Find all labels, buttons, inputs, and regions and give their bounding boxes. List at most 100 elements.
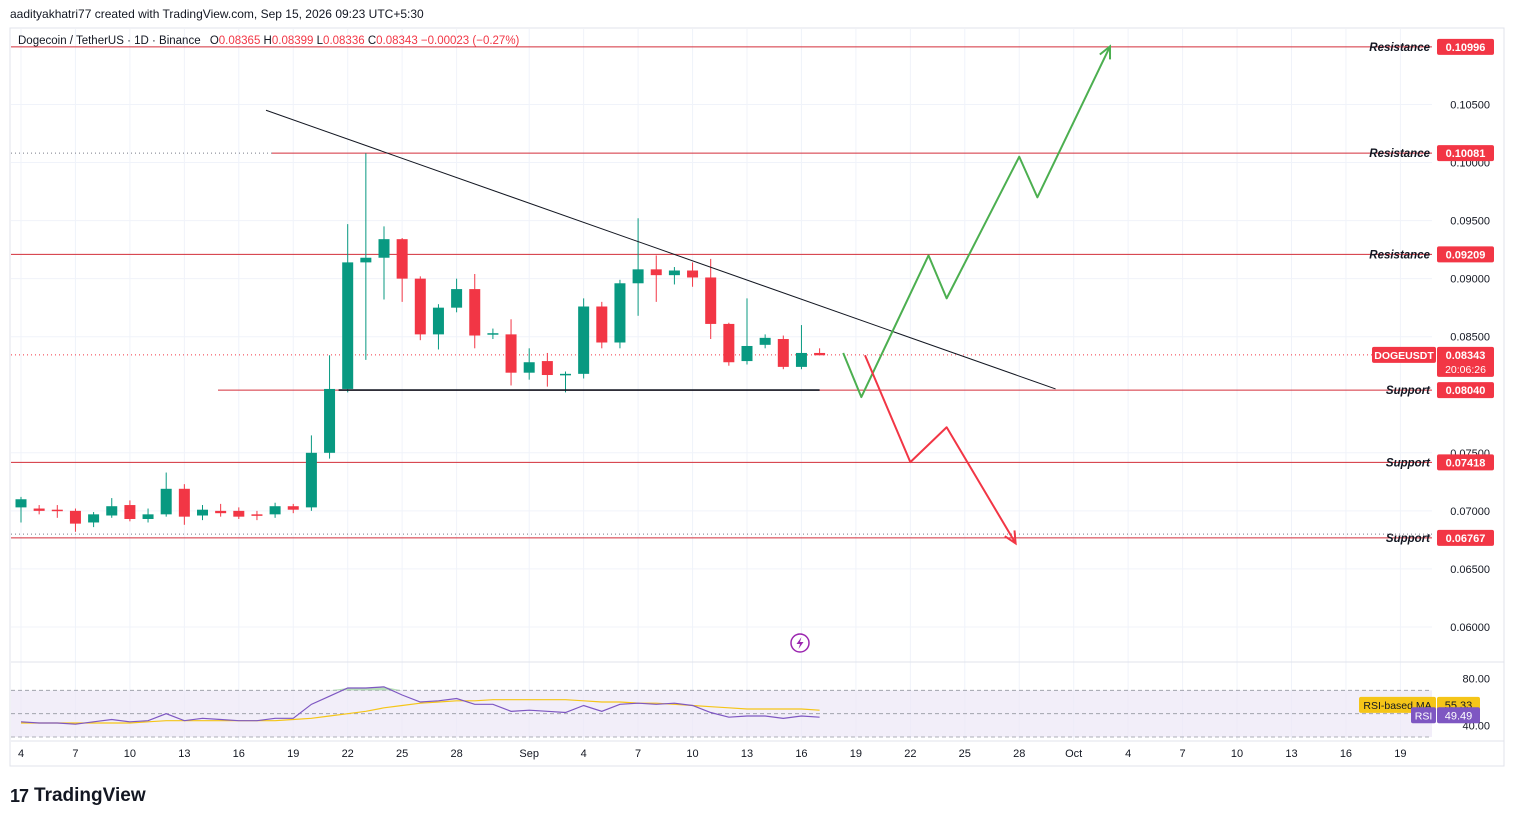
countdown-text: 20:06:26 [1445,364,1486,376]
time-tick-label: 25 [396,748,408,760]
candle-body [342,262,354,389]
level-price-text: 0.08040 [1446,385,1486,397]
time-tick-label: 4 [1125,748,1131,760]
level-price-badge [1437,145,1494,162]
bullish-arrowhead [1099,44,1112,60]
open-value: 0.08365 [218,35,261,47]
level-type-label: Support [1386,457,1431,469]
candle-body [178,488,190,517]
chart-frame [9,27,1505,767]
candle-body [69,510,81,524]
candle-body [106,506,118,516]
candle-body [687,270,699,278]
candle-body [197,509,208,516]
candle-body [88,514,100,523]
time-tick-label: 25 [959,748,971,760]
price-tick-label: 0.06000 [1450,622,1490,634]
candle-body [124,505,136,519]
time-tick-label: Oct [1065,748,1082,760]
time-tick-label: 10 [124,748,136,760]
level-type-label: Resistance [1369,249,1430,261]
time-tick-label: Sep [519,748,539,760]
bearish-arrowhead [1004,530,1017,546]
time-tick-label: 19 [287,748,299,760]
level-price-text: 0.06767 [1446,533,1486,545]
candle-body [269,506,281,515]
symbol-badge [1372,346,1436,363]
close-label: C [367,35,377,47]
current-price-text: 0.08343 [1446,350,1486,362]
lightning-icon[interactable] [790,633,810,653]
candle-body [324,388,336,453]
level-price-badge [1437,246,1494,263]
candle-body [469,289,481,336]
time-tick-label: 7 [1180,748,1186,760]
candle-body [723,323,735,363]
candle-body [668,270,680,276]
candle-body [705,277,717,324]
level-price-text: 0.07418 [1446,457,1486,469]
candle-body [33,508,45,511]
candle-body [414,278,426,335]
level-price-badge [1437,454,1494,471]
tradingview-logo-icon: 17 [10,785,29,806]
price-tick-label: 0.08500 [1450,332,1490,344]
time-tick-label: 28 [1013,748,1025,760]
level-price-badge [1437,38,1494,55]
time-tick-label: 13 [178,748,190,760]
rsi-badge [1411,707,1436,724]
candle-body [451,289,463,308]
candle-body [596,306,608,343]
candle-body [814,352,826,356]
candle-body [396,239,408,279]
rsi-label: RSI [1415,710,1433,722]
level-type-label: Resistance [1369,148,1430,160]
time-tick-label: 16 [1340,748,1352,760]
bullish-projection-path [842,45,1111,399]
rsi-pane: 80.00 40.00 [11,674,1490,738]
price-tick-label: 0.06500 [1450,564,1490,576]
candle-body [233,510,245,517]
level-price-text: 0.10996 [1446,42,1486,54]
candle-body [378,239,390,258]
candle-body [741,345,753,362]
price-tick-label: 0.07000 [1450,506,1490,518]
time-tick-label: 4 [581,748,587,760]
candle-body [305,452,317,508]
time-tick-label: 16 [233,748,245,760]
candle-body [614,283,626,343]
price-tick-label: 0.10500 [1450,99,1490,111]
rsi-tick-label: 40.00 [1462,720,1490,732]
time-tick-label: 28 [450,748,462,760]
tradingview-brand[interactable]: 17 TradingView [10,785,146,807]
candle-body [795,352,807,367]
current-price-badge [1437,346,1494,377]
rsi-value: 49.49 [1445,710,1473,722]
level-price-text: 0.10081 [1446,148,1486,160]
high-label: H [263,35,272,47]
candle-body [432,307,444,335]
time-axis[interactable]: 4 7 10 13 16 19 22 25 28 Sep 4 7 10 13 16 19 22 25 28 Oct 4 7… [18,748,1407,760]
high-value: 0.08399 [271,35,314,47]
candles [15,153,826,532]
low-value: 0.08336 [323,35,365,47]
time-tick-label: 13 [1285,748,1297,760]
time-tick-label: 7 [72,748,78,760]
chart-attribution: aadityakhatri77 created with TradingView… [10,7,424,21]
open-label: O [209,35,219,47]
rsi-tick-label: 80.00 [1462,674,1490,686]
level-price-badge [1437,382,1494,399]
candle-body [759,337,771,345]
candle-body [523,362,535,373]
level-price-badge [1437,529,1494,546]
brand-name: TradingView [34,785,146,806]
grid [11,29,1504,742]
axis-badges: 0.10996 0.10081 0.09209 0.08040 0.07418 0.067… [1359,38,1494,724]
candle-body [215,510,227,514]
time-tick-label: 7 [635,748,641,760]
time-tick-label: 22 [342,748,354,760]
rsi-overbought-fill [21,686,820,691]
symbol-legend[interactable]: Dogecoin / TetherUS · 1D · Binance O0.08… [18,35,519,47]
price-tick-label: 0.09500 [1450,216,1490,228]
